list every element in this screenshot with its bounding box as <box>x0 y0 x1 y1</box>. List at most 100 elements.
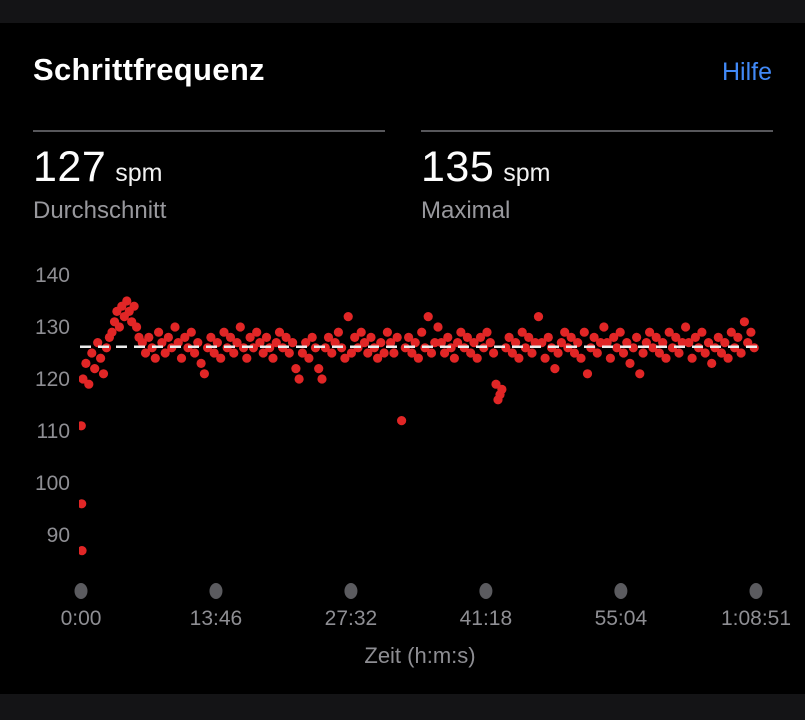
data-point <box>504 332 514 342</box>
data-point <box>573 338 583 348</box>
data-point <box>79 499 87 509</box>
average-value: 127 <box>33 143 107 191</box>
data-point <box>739 317 750 327</box>
data-point <box>79 421 86 431</box>
data-point <box>417 327 427 337</box>
data-point <box>107 327 117 337</box>
data-point <box>314 364 324 374</box>
data-point <box>482 327 492 337</box>
x-tick-dot <box>209 583 223 599</box>
data-point <box>176 353 187 363</box>
data-point <box>443 332 453 342</box>
data-point <box>514 353 524 363</box>
data-point <box>556 338 567 348</box>
data-point <box>389 348 399 358</box>
data-point <box>219 327 229 337</box>
x-tick-label: 13:46 <box>190 607 243 630</box>
average-label: Durchschnitt <box>33 197 167 224</box>
data-point <box>330 338 340 348</box>
data-point <box>430 338 440 348</box>
data-point <box>589 332 599 342</box>
data-point <box>163 332 173 342</box>
data-point <box>645 327 655 337</box>
data-point <box>404 332 414 342</box>
data-point <box>190 348 200 358</box>
x-tick-dot <box>74 583 88 599</box>
data-point <box>343 312 353 322</box>
data-point <box>144 332 154 342</box>
data-point <box>707 358 717 368</box>
data-point <box>407 348 417 358</box>
data-point <box>392 332 402 342</box>
stat-maximum-line: 135 spm <box>421 146 773 189</box>
data-point <box>255 338 265 348</box>
data-point <box>566 332 576 342</box>
data-point <box>723 353 733 363</box>
data-point <box>79 546 87 556</box>
data-point <box>684 338 694 348</box>
data-point <box>641 338 652 348</box>
data-point <box>317 374 327 384</box>
data-point <box>469 338 479 348</box>
data-point <box>596 338 606 348</box>
data-point <box>582 369 593 379</box>
data-point <box>453 338 463 348</box>
stat-average: 127 spm Durchschnitt <box>33 130 385 223</box>
data-point <box>489 348 499 358</box>
data-point <box>436 338 446 348</box>
help-link[interactable]: Hilfe <box>721 58 772 86</box>
data-point <box>440 348 450 358</box>
data-point <box>150 353 160 363</box>
data-point <box>507 348 517 358</box>
data-point <box>137 338 147 348</box>
data-point <box>199 369 209 379</box>
maximum-label: Maximal <box>421 197 511 224</box>
data-point <box>98 369 109 379</box>
data-point <box>96 353 106 363</box>
data-point <box>654 348 665 358</box>
data-point <box>340 353 350 363</box>
data-point <box>386 338 396 348</box>
data-point <box>510 338 521 348</box>
data-point <box>543 332 553 342</box>
header: Schrittfrequenz Hilfe <box>33 52 772 88</box>
data-point <box>746 327 756 337</box>
data-point <box>140 348 151 358</box>
x-axis: 0:00 13:46 27:32 41:18 55:04 1:08:51 <box>61 583 791 630</box>
data-point <box>327 348 337 358</box>
x-tick-label: 41:18 <box>460 607 513 630</box>
data-point <box>537 338 547 348</box>
data-point <box>550 364 560 374</box>
data-point <box>716 348 727 358</box>
data-point <box>281 332 291 342</box>
x-tick-dot <box>614 583 628 599</box>
x-tick-dot <box>344 583 358 599</box>
data-point <box>592 348 602 358</box>
status-bar-strip <box>0 0 805 23</box>
data-point <box>687 353 697 363</box>
data-point <box>726 327 736 337</box>
data-point <box>524 332 534 342</box>
data-point <box>681 322 691 332</box>
x-axis-title: Zeit (h:m:s) <box>364 643 475 668</box>
data-point <box>697 327 707 337</box>
page-title: Schrittfrequenz <box>33 52 265 87</box>
data-point <box>114 322 124 332</box>
x-tick-label: 55:04 <box>595 607 648 630</box>
data-point <box>81 358 91 368</box>
data-point <box>196 358 206 368</box>
data-point <box>235 322 245 332</box>
data-point <box>690 332 701 342</box>
scatter-points <box>79 296 759 556</box>
data-point <box>579 327 589 337</box>
data-point <box>475 332 486 342</box>
data-point <box>206 332 216 342</box>
data-point <box>485 338 495 348</box>
data-point <box>533 312 544 322</box>
data-point <box>397 416 407 426</box>
data-point <box>632 332 642 342</box>
data-point <box>605 353 616 363</box>
data-point <box>350 332 360 342</box>
data-point <box>132 322 142 332</box>
